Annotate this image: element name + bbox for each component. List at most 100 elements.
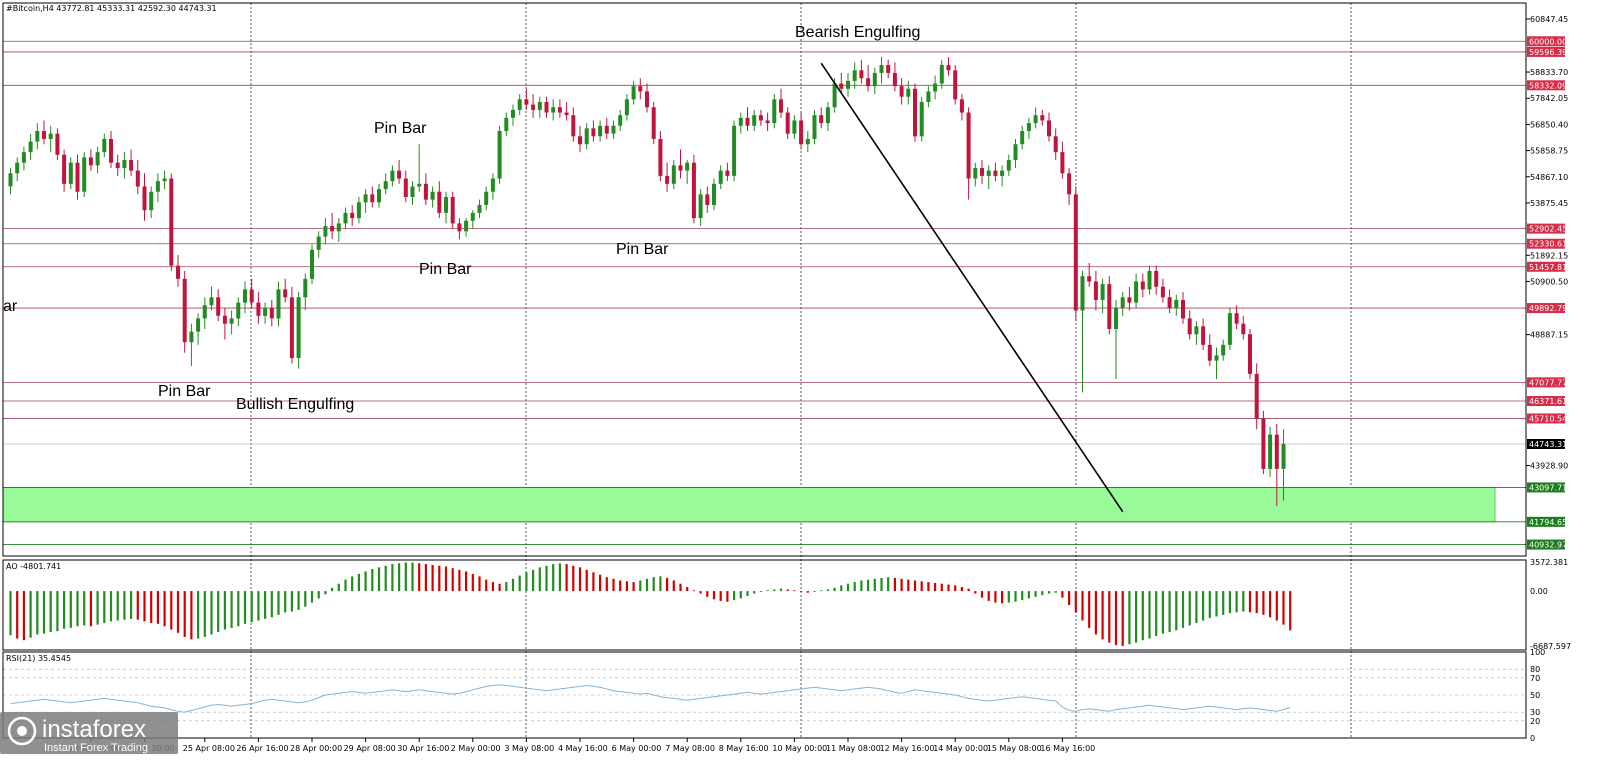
candle-body-61 — [417, 183, 422, 187]
candle-body-146 — [986, 170, 991, 176]
annotations: Bearish Engulfing Pin Bar Pin Bar Pin Bar Pi… — [3, 24, 920, 413]
candle-body-74 — [504, 117, 509, 132]
candle-body-11 — [82, 157, 87, 192]
candle-body-34 — [236, 302, 241, 319]
candle-body-59 — [403, 178, 408, 198]
candle-body-117 — [792, 120, 797, 134]
candle-body-107 — [725, 170, 730, 176]
candle-body-119 — [805, 138, 810, 145]
candle-body-182 — [1227, 313, 1232, 345]
level-label-bg-5 — [1527, 261, 1565, 272]
panel-headers: #Bitcoin,H4 43772.81 45333.31 42592.30 4… — [6, 4, 217, 663]
candle-body-180 — [1214, 355, 1219, 361]
rsi-line — [3, 668, 1526, 722]
candle-body-147 — [993, 170, 998, 176]
candle-body-71 — [484, 191, 489, 205]
candle-body-118 — [799, 120, 804, 145]
time-tick-label-9: 4 May 16:00 — [558, 744, 608, 753]
candle-body-31 — [216, 297, 221, 316]
time-tick-label-4: 28 Apr 00:00 — [290, 744, 342, 753]
candle-body-168 — [1134, 281, 1139, 303]
time-tick-label-16: 14 May 00:00 — [933, 744, 988, 753]
time-tick-label-2: 25 Apr 08:00 — [183, 744, 235, 753]
time-tick-label-11: 7 May 08:00 — [665, 744, 715, 753]
time-tick-label-6: 30 Apr 16:00 — [397, 744, 449, 753]
candle-body-60 — [410, 186, 415, 198]
rsi-tick-label-2: 70 — [1530, 674, 1540, 683]
annotation-6: ar — [3, 298, 18, 315]
candle-body-150 — [1013, 144, 1018, 161]
watermark-brand: instaforex — [42, 716, 146, 743]
candle-body-126 — [852, 70, 857, 81]
candle-body-155 — [1047, 120, 1051, 137]
level-label-bg-0 — [1527, 36, 1565, 47]
candle-body-171 — [1154, 270, 1159, 287]
candle-body-129 — [872, 72, 877, 87]
candle-body-121 — [819, 115, 824, 124]
candle-body-152 — [1026, 123, 1031, 132]
candle-body-26 — [182, 278, 187, 343]
candle-body-92 — [624, 99, 629, 116]
candle-body-40 — [276, 289, 281, 319]
candle-body-13 — [95, 152, 100, 166]
candle-body-7 — [55, 133, 60, 155]
candle-body-67 — [457, 223, 462, 232]
support-zone-rect — [2, 487, 1496, 523]
level-label-9: 45710.54 — [1529, 414, 1567, 423]
annotation-4: Pin Bar — [158, 383, 211, 400]
candle-body-41 — [283, 289, 288, 298]
price-tick-label-8: 50900.50 — [1530, 277, 1568, 286]
candle-body-18 — [129, 160, 134, 171]
candle-body-144 — [973, 167, 978, 179]
candle-body-160 — [1080, 276, 1085, 311]
main-panel-frame — [2, 2, 1527, 557]
time-tick-label-5: 29 Apr 08:00 — [344, 744, 396, 753]
logo-ring — [7, 716, 37, 746]
candle-body-139 — [939, 65, 944, 84]
candle-body-10 — [75, 162, 80, 192]
candle-body-98 — [665, 175, 670, 184]
horizontal-levels — [3, 40, 1526, 545]
candle-body-43 — [296, 297, 301, 359]
candle-body-127 — [859, 70, 864, 79]
candle-body-53 — [363, 194, 368, 203]
candle-body-142 — [959, 99, 964, 113]
level-label-8: 46371.61 — [1529, 397, 1567, 406]
candle-body-101 — [685, 162, 690, 171]
price-axis: 60000.00 59596.39 58332.09 52902.45 52330.61… — [1526, 15, 1571, 743]
candle-body-106 — [718, 170, 723, 184]
candle-body-159 — [1073, 194, 1078, 311]
candle-body-66 — [450, 197, 455, 224]
price-tick-label-0: 60847.45 — [1530, 15, 1568, 24]
candle-body-185 — [1248, 334, 1252, 374]
candle-body-21 — [149, 191, 154, 211]
candle-body-141 — [953, 70, 958, 100]
level-label-11: 41794.65 — [1529, 518, 1567, 527]
candle-body-76 — [517, 99, 522, 110]
candle-body-136 — [919, 101, 924, 137]
candle-body-161 — [1087, 276, 1092, 282]
candle-body-65 — [444, 197, 448, 213]
candle-body-48 — [330, 226, 335, 232]
candle-body-83 — [564, 112, 569, 116]
candle-body-58 — [397, 170, 402, 179]
candle-body-62 — [423, 183, 428, 200]
ao-header: AO -4801.741 — [6, 562, 61, 571]
candle-body-94 — [638, 86, 643, 92]
candle-body-42 — [289, 297, 294, 359]
level-label-bg-12 — [1527, 539, 1565, 550]
level-label-bg-6 — [1527, 303, 1565, 314]
candle-body-184 — [1241, 323, 1246, 335]
time-tick-label-17: 15 May 08:00 — [987, 744, 1042, 753]
candle-body-116 — [785, 112, 790, 134]
candle-body-176 — [1187, 318, 1192, 335]
time-tick-label-13: 10 May 00:00 — [772, 744, 827, 753]
time-tick-label-18: 16 May 16:00 — [1040, 744, 1095, 753]
instaforex-logo-icon — [7, 716, 37, 746]
candle-body-72 — [490, 178, 495, 192]
rsi-tick-label-0: 100 — [1530, 648, 1545, 657]
candle-body-9 — [68, 162, 73, 184]
level-label-5: 51457.81 — [1529, 263, 1567, 272]
candle-body-158 — [1067, 173, 1072, 195]
